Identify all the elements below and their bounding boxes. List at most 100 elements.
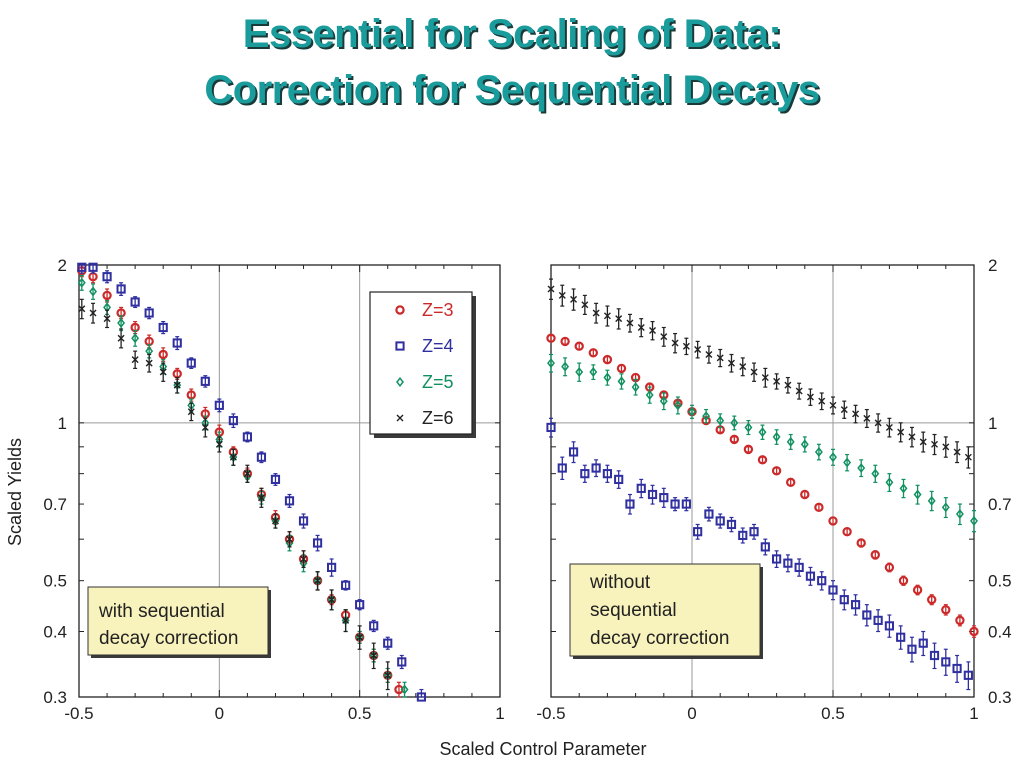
- data-point: [702, 411, 711, 422]
- data-point: [772, 431, 781, 442]
- data-point: [102, 272, 112, 282]
- data-point: [370, 651, 378, 659]
- slide-title-line-1: Essential for Scaling of Data:: [242, 12, 782, 56]
- data-point: [615, 315, 623, 323]
- data-point: [818, 397, 826, 405]
- y-tick-label: 0.3: [988, 688, 1012, 707]
- data-point: [271, 517, 279, 525]
- right-annotation-box: [569, 563, 761, 657]
- x-tick-label: 1: [969, 704, 978, 723]
- data-point: [327, 562, 337, 573]
- plot-frame: [78, 264, 501, 698]
- data-point: [603, 372, 612, 383]
- data-point: [908, 433, 916, 441]
- data-point: [955, 615, 965, 626]
- data-point: [116, 284, 126, 294]
- data-point: [78, 305, 86, 313]
- data-point: [284, 496, 295, 506]
- data-point: [885, 477, 894, 488]
- data-point: [394, 684, 404, 695]
- data-point: [580, 469, 590, 479]
- data-point: [757, 455, 768, 465]
- data-point: [952, 663, 962, 674]
- data-point: [592, 309, 600, 317]
- data-point: [229, 453, 237, 461]
- plot-frame: [550, 264, 975, 698]
- data-point: [800, 439, 809, 450]
- data-point: [581, 301, 589, 309]
- data-point: [416, 692, 427, 702]
- x-tick-label: 0: [687, 704, 696, 723]
- right-annotation: without sequential decay correction: [569, 563, 763, 659]
- legend-label-z5: Z=5: [422, 372, 454, 392]
- data-point: [743, 444, 754, 455]
- data-point: [839, 595, 849, 605]
- data-point: [955, 509, 964, 520]
- data-point: [843, 457, 852, 468]
- data-point: [898, 575, 909, 586]
- data-point: [964, 453, 972, 461]
- legend-marker-z5: [396, 376, 404, 388]
- left-annotation-box: [87, 586, 269, 656]
- data-point: [636, 483, 646, 493]
- data-point: [558, 291, 566, 299]
- data-point: [312, 538, 323, 548]
- data-point: [673, 400, 682, 411]
- left-annotation-line-2: decay correction: [99, 628, 238, 649]
- x-tick-label: -0.5: [64, 704, 93, 723]
- data-point: [727, 359, 735, 367]
- data-point: [772, 554, 782, 564]
- data-point: [929, 650, 940, 661]
- data-point: [102, 290, 112, 301]
- data-point: [591, 463, 601, 473]
- left-panel-plot: -0.5 0 0.5 1 2 1 0.7 0.5 0.4 0.3: [43, 256, 504, 723]
- data-point: [873, 615, 883, 625]
- data-point: [670, 499, 680, 509]
- data-point: [842, 526, 852, 537]
- data-point: [173, 381, 181, 389]
- data-point: [214, 400, 224, 410]
- data-point: [547, 358, 555, 369]
- data-point: [814, 502, 824, 513]
- data-point: [117, 318, 126, 329]
- data-point: [589, 367, 598, 378]
- legend-marker-z3: [395, 305, 405, 315]
- data-point: [77, 262, 87, 272]
- legend: Z=3 Z=4 Z=5 Z=6: [369, 291, 476, 438]
- data-point: [681, 499, 691, 509]
- data-point: [884, 621, 894, 631]
- data-point: [771, 466, 782, 476]
- data-point: [918, 638, 928, 648]
- data-point: [158, 322, 168, 333]
- y-tick-label: 1: [58, 414, 67, 433]
- data-point: [744, 422, 753, 433]
- data-point: [602, 354, 613, 365]
- left-annotation-line-1: with sequential: [98, 601, 225, 622]
- data-point: [647, 489, 658, 500]
- data-point: [730, 417, 739, 428]
- data-point: [130, 297, 140, 307]
- data-point: [341, 580, 351, 590]
- data-point: [286, 535, 293, 543]
- x-tick-label: 0: [215, 704, 224, 723]
- data-point: [603, 312, 611, 320]
- data-point: [805, 571, 816, 581]
- data-point: [625, 499, 635, 509]
- data-point: [89, 309, 97, 317]
- data-point: [103, 315, 111, 323]
- y-tick-label: 0.4: [988, 622, 1012, 641]
- data-point: [300, 555, 308, 563]
- y-tick-label: 0.3: [43, 688, 67, 707]
- y-tick-label: 2: [58, 256, 67, 275]
- data-point: [817, 576, 827, 586]
- data-point: [602, 469, 612, 479]
- data-point: [784, 381, 792, 389]
- data-point: [739, 363, 747, 371]
- data-point: [862, 610, 872, 620]
- data-point: [560, 336, 570, 347]
- series-z4: [77, 262, 427, 702]
- data-point: [874, 419, 882, 427]
- data-point: [941, 605, 951, 615]
- data-point: [400, 684, 409, 695]
- data-point: [953, 448, 961, 456]
